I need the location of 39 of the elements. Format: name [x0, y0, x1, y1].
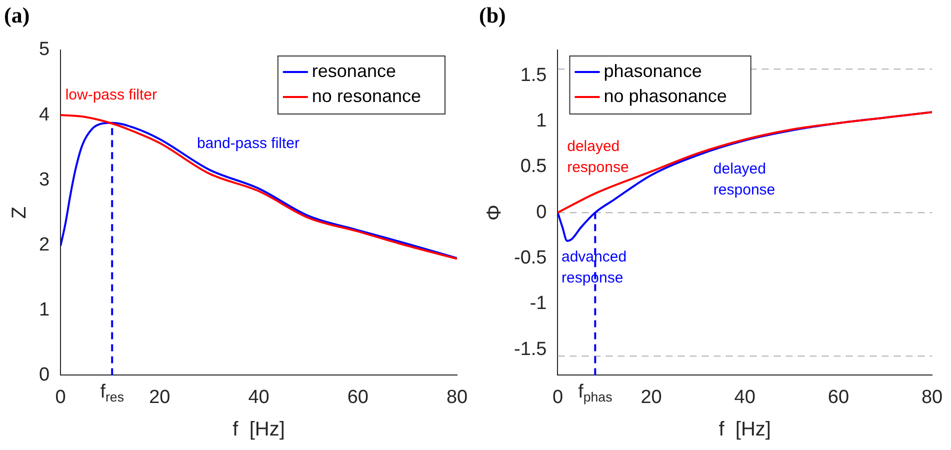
x-axis-title: f [Hz]	[232, 418, 285, 441]
annotation: delayed response	[567, 138, 629, 176]
annotation: advanced response	[561, 248, 627, 287]
x-tick-label: 20	[640, 386, 662, 408]
annotation: low-pass filter	[65, 86, 158, 104]
x-tick-label: 40	[248, 386, 270, 408]
x-tick-label: 40	[734, 386, 756, 408]
x-tick-label: 60	[828, 386, 850, 408]
legend-label: no resonance	[312, 86, 422, 106]
x-axis-title: f [Hz]	[718, 418, 771, 441]
y-tick-label: 5	[38, 39, 50, 60]
legend-label: phasonance	[604, 60, 702, 81]
line-series	[558, 111, 932, 214]
y-tick-label: -0.5	[514, 248, 547, 269]
chart-title: (a)	[4, 2, 30, 28]
y-tick-label: 1.5	[520, 64, 547, 86]
annotation: band-pass filter	[196, 134, 300, 152]
chart-title: (b)	[479, 2, 506, 28]
y-tick-label: 0.5	[520, 156, 547, 178]
x-tick-label: 80	[446, 386, 468, 408]
annotation: delayed response	[713, 160, 776, 199]
y-tick-label: -1.5	[514, 338, 547, 360]
x-tick-label: 0	[55, 386, 66, 408]
x-tick-label: 20	[149, 386, 170, 408]
x-tick-label: 80	[921, 386, 943, 408]
y-tick-label: 0	[38, 364, 50, 386]
y-axis-title: Z	[8, 206, 31, 219]
x-tick-label: 60	[347, 386, 368, 408]
y-tick-label: 4	[38, 104, 50, 126]
x-tick-label: 0	[552, 386, 564, 408]
y-tick-label: 0	[536, 202, 547, 223]
y-tick-label: 3	[38, 169, 50, 190]
y-tick-label: 1	[536, 110, 547, 132]
legend-label: no phasonance	[604, 86, 727, 106]
y-tick-label: -1	[530, 293, 547, 314]
y-tick-label: 1	[38, 299, 50, 320]
y-axis-title: Φ	[484, 204, 506, 221]
legend-label: resonance	[312, 60, 396, 81]
y-tick-label: 2	[38, 234, 50, 256]
